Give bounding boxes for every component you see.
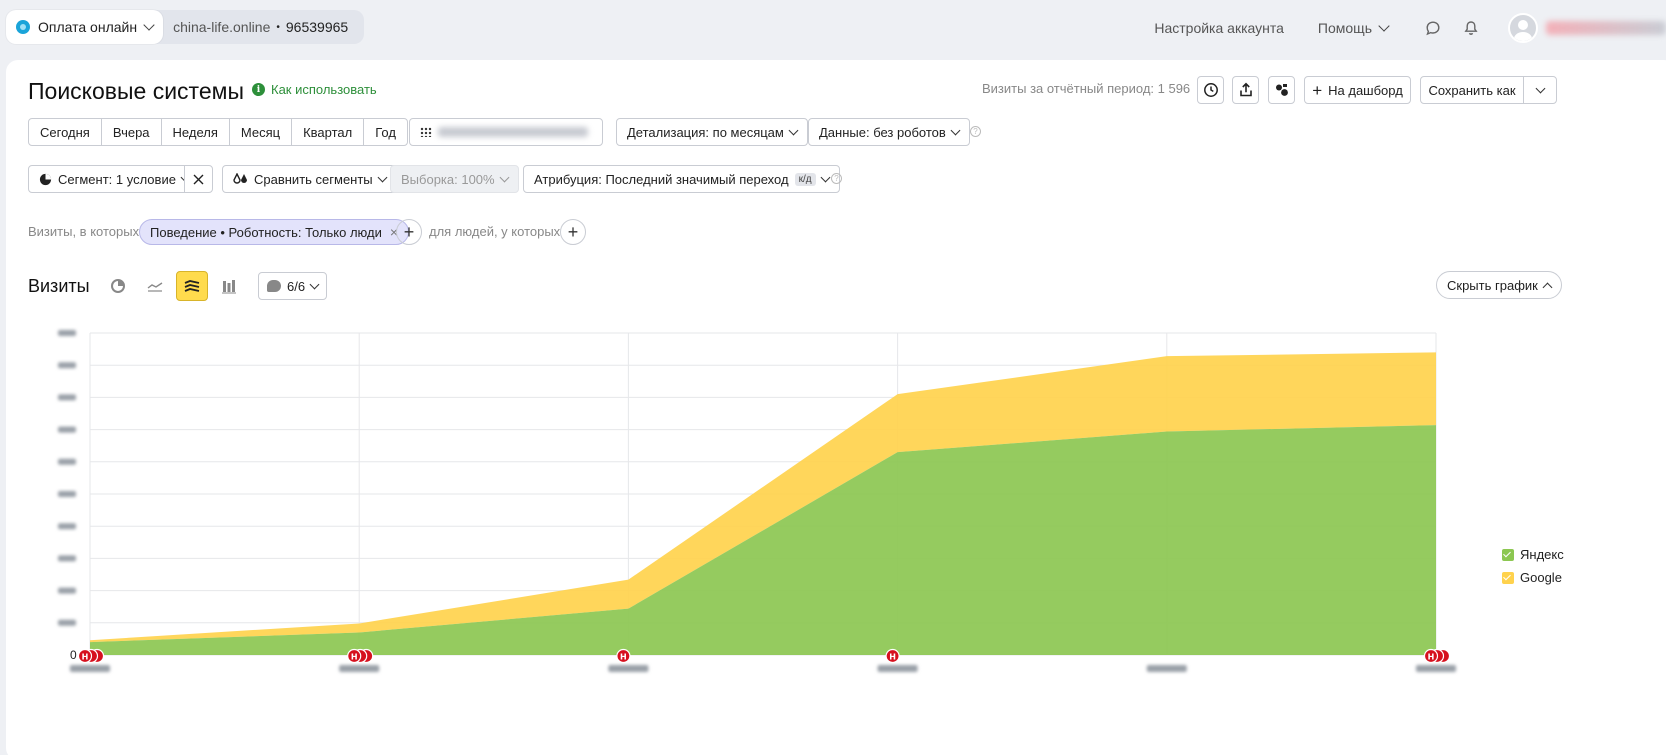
chat-icon[interactable] [1422, 17, 1444, 39]
segment-label: Сегмент: 1 условие [58, 171, 176, 187]
period-month[interactable]: Месяц [230, 119, 293, 145]
save-as-dropdown[interactable] [1523, 76, 1557, 104]
hide-chart-label: Скрыть график [1447, 277, 1538, 293]
bar-chart-view-icon[interactable] [213, 271, 245, 301]
legend-item-yandex[interactable]: Яндекс [1502, 547, 1564, 562]
bell-icon[interactable] [1460, 17, 1482, 39]
sample-label: Выборка: 100% [401, 171, 495, 187]
attribution-label: Атрибуция: Последний значимый переход [534, 171, 789, 187]
top-right-nav: Настройка аккаунта Помощь [1154, 10, 1666, 46]
chevron-down-icon [499, 172, 510, 182]
export-button[interactable] [1232, 76, 1259, 104]
period-selector: Сегодня Вчера Неделя Месяц Квартал Год [28, 118, 408, 146]
period-today[interactable]: Сегодня [29, 119, 102, 145]
save-as-label: Сохранить как [1428, 82, 1516, 98]
help-question-icon[interactable]: ? [831, 173, 842, 184]
visits-total: Визиты за отчётный период: 1 596 [982, 81, 1191, 96]
date-range-picker[interactable] [409, 118, 603, 146]
legend-label-google: Google [1520, 570, 1562, 585]
close-icon[interactable]: × [389, 224, 399, 240]
clock-icon [1203, 83, 1218, 97]
comments-filter-button[interactable]: 6/6 [258, 272, 328, 300]
chevron-up-icon [1542, 282, 1553, 292]
chevron-down-icon [950, 125, 961, 135]
calendar-icon [420, 127, 432, 137]
counter-name: Оплата онлайн [38, 19, 138, 35]
comments-count: 6/6 [287, 278, 306, 294]
counter-select[interactable]: Оплата онлайн [6, 10, 164, 44]
chevron-down-icon [788, 125, 799, 135]
drops-icon [233, 172, 247, 184]
account-settings-link[interactable]: Настройка аккаунта [1154, 20, 1284, 36]
how-to-use-label: Как использовать [271, 82, 377, 97]
report-panel: Поисковые системы i Как использовать Виз… [6, 60, 1666, 755]
share-icon [1239, 82, 1252, 97]
chevron-down-icon [143, 19, 155, 31]
pie-chart-view-icon[interactable] [102, 271, 134, 301]
hide-chart-button[interactable]: Скрыть график [1436, 271, 1562, 299]
page-title: Поисковые системы [28, 78, 244, 104]
chevron-down-icon [1535, 83, 1545, 93]
help-question-icon[interactable]: ? [970, 126, 981, 137]
compare-label: Сравнить сегменты [254, 171, 373, 187]
help-label: Помощь [1317, 20, 1372, 36]
to-dashboard-button[interactable]: + На дашборд [1304, 76, 1411, 104]
comment-icon [267, 280, 281, 292]
line-chart-view-icon[interactable] [139, 271, 171, 301]
period-yesterday[interactable]: Вчера [102, 119, 162, 145]
pie-icon [39, 173, 52, 185]
chevron-down-icon [820, 172, 831, 182]
segment-select[interactable]: Сегмент: 1 условие [28, 165, 200, 193]
info-icon: i [252, 83, 265, 96]
plus-icon: + [1312, 80, 1323, 100]
counter-site: china-life.online [173, 19, 271, 35]
period-quarter[interactable]: Квартал [292, 119, 365, 145]
data-select[interactable]: Данные: без роботов [808, 118, 970, 146]
checkbox-icon [1502, 548, 1514, 561]
checkbox-icon [1502, 571, 1514, 584]
detail-label: Детализация: по месяцам [627, 124, 784, 140]
how-to-use-link[interactable]: i Как использовать [252, 82, 377, 97]
close-icon [193, 174, 204, 184]
account-name-redacted[interactable] [1546, 21, 1666, 35]
area-chart-view-icon[interactable] [176, 271, 208, 301]
counter-info: china-life.online • 96539965 [163, 10, 364, 44]
period-year[interactable]: Год [375, 124, 396, 140]
filter-prefix: Визиты, в которых [28, 224, 140, 239]
detail-select[interactable]: Детализация: по месяцам [616, 118, 808, 146]
counter-separator: • [276, 21, 280, 33]
help-menu[interactable]: Помощь [1317, 20, 1390, 36]
legend-label-yandex: Яндекс [1520, 547, 1564, 562]
attribution-select[interactable]: Атрибуция: Последний значимый переход к/… [523, 165, 840, 193]
date-range-redacted [438, 127, 588, 137]
avatar[interactable] [1508, 13, 1538, 43]
filter-chip-label: Поведение • Роботность: Только люди [150, 224, 382, 240]
compare-segments-select[interactable]: Сравнить сегменты [222, 165, 397, 193]
counter-status-icon [16, 20, 30, 34]
add-people-condition-button[interactable]: + [560, 219, 586, 245]
people-filter-label: для людей, у которых [429, 224, 561, 239]
add-condition-button[interactable]: + [396, 219, 422, 245]
counter-group: Оплата онлайн china-life.online • 965399… [6, 10, 365, 44]
legend-item-google[interactable]: Google [1502, 570, 1564, 585]
sample-select[interactable]: Выборка: 100% [390, 165, 519, 193]
data-label: Данные: без роботов [819, 124, 946, 140]
chevron-down-icon [377, 172, 388, 182]
save-as-button[interactable]: Сохранить как [1420, 76, 1524, 104]
to-dashboard-label: На дашборд [1328, 82, 1403, 98]
attribution-badge: к/д [794, 172, 816, 186]
history-button[interactable] [1197, 76, 1224, 104]
top-bar: Оплата онлайн china-life.online • 965399… [0, 0, 1666, 58]
filter-chip[interactable]: Поведение • Роботность: Только люди × [139, 219, 410, 245]
counter-id: 96539965 [285, 19, 349, 35]
yandex-gpt-button[interactable] [1268, 76, 1295, 104]
period-week[interactable]: Неделя [162, 119, 230, 145]
chart-legend: Яндекс Google [1502, 547, 1564, 593]
segment-clear-button[interactable] [184, 165, 213, 193]
chart-title: Визиты [28, 276, 90, 296]
chevron-down-icon [1378, 20, 1390, 32]
sparkle-icon [1275, 84, 1288, 96]
chevron-down-icon [309, 279, 320, 289]
